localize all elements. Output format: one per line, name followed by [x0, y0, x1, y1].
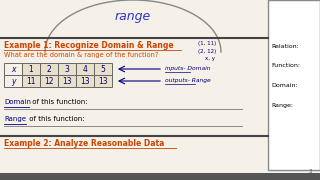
- Text: Example 2: Analyze Reasonable Data: Example 2: Analyze Reasonable Data: [4, 139, 164, 148]
- Text: (2, 12): (2, 12): [198, 49, 216, 54]
- Text: x, y: x, y: [205, 56, 215, 61]
- Bar: [40, 75, 58, 87]
- Text: 2: 2: [47, 64, 52, 73]
- Bar: [0, 173, 320, 180]
- Text: Relation:: Relation:: [271, 44, 299, 49]
- Bar: [22, 63, 40, 75]
- Text: y: y: [11, 76, 15, 86]
- Bar: [4, 63, 22, 75]
- Text: 11: 11: [26, 76, 36, 86]
- Bar: [0, 0, 268, 38]
- Bar: [94, 75, 112, 87]
- Text: 5: 5: [100, 64, 105, 73]
- Text: 1: 1: [28, 64, 33, 73]
- Text: of this function:: of this function:: [27, 116, 84, 122]
- Bar: [94, 63, 112, 75]
- Bar: [58, 75, 76, 87]
- Text: Range:: Range:: [271, 103, 293, 108]
- Text: Range: Range: [4, 116, 26, 122]
- Text: 12: 12: [44, 76, 54, 86]
- Bar: [268, 0, 320, 170]
- Text: Domain: Domain: [4, 99, 31, 105]
- Text: inputs- Domain: inputs- Domain: [165, 66, 211, 71]
- Bar: [76, 63, 94, 75]
- Text: (1, 11): (1, 11): [198, 41, 216, 46]
- Text: 3: 3: [308, 169, 312, 174]
- Text: 4: 4: [83, 64, 87, 73]
- Text: range: range: [115, 10, 151, 23]
- Text: 3: 3: [65, 64, 69, 73]
- Text: Function:: Function:: [271, 63, 300, 68]
- Bar: [76, 75, 94, 87]
- Text: of this function:: of this function:: [30, 99, 88, 105]
- Text: 13: 13: [80, 76, 90, 86]
- Text: x: x: [11, 64, 15, 73]
- Text: 13: 13: [62, 76, 72, 86]
- Text: 13: 13: [98, 76, 108, 86]
- Text: Example 1: Recognize Domain & Range: Example 1: Recognize Domain & Range: [4, 41, 174, 50]
- Text: What are the domain & range of the function?: What are the domain & range of the funct…: [4, 52, 158, 58]
- Bar: [22, 75, 40, 87]
- Bar: [40, 63, 58, 75]
- Bar: [58, 63, 76, 75]
- Text: outputs- Range: outputs- Range: [165, 78, 211, 82]
- Bar: [4, 75, 22, 87]
- Text: Domain:: Domain:: [271, 83, 298, 88]
